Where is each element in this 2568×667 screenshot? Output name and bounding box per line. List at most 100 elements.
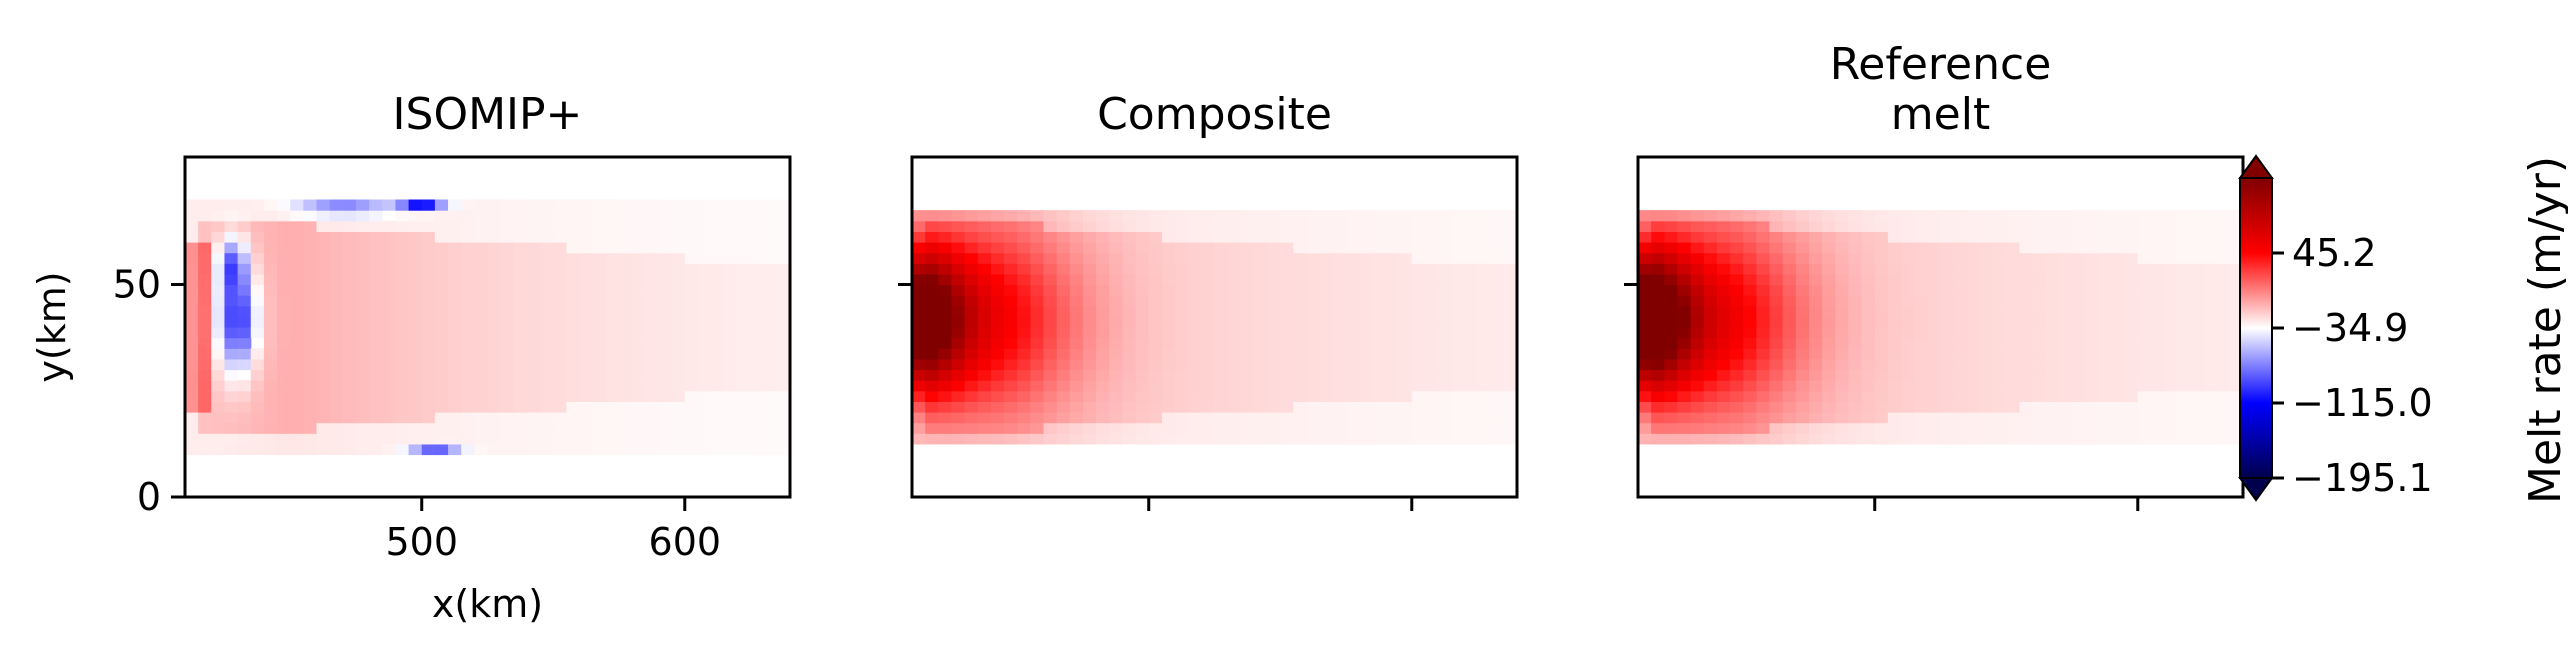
- heatmap-cell: [2072, 380, 2086, 392]
- heatmap-cell: [2124, 305, 2139, 317]
- heatmap-cell: [1835, 273, 1850, 286]
- heatmap-cell: [461, 369, 475, 381]
- heatmap-cell: [211, 210, 226, 222]
- heatmap-cell: [1927, 327, 1942, 339]
- heatmap-cell: [2229, 305, 2244, 317]
- heatmap-cell: [2045, 337, 2060, 349]
- heatmap-cell: [1280, 348, 1295, 360]
- heatmap-cell: [2216, 358, 2231, 371]
- heatmap-cell: [776, 252, 791, 264]
- heatmap-cell: [1782, 337, 1797, 349]
- heatmap-cell: [1253, 284, 1268, 296]
- heatmap-cell: [395, 401, 410, 413]
- heatmap-cell: [1835, 252, 1850, 264]
- heatmap-cell: [2216, 263, 2231, 275]
- heatmap-cell: [1306, 263, 1321, 275]
- heatmap-cell: [2150, 337, 2165, 349]
- heatmap-cell: [1122, 422, 1137, 434]
- heatmap-cell: [224, 210, 239, 222]
- heatmap-cell: [329, 401, 344, 413]
- heatmap-cell: [198, 380, 212, 392]
- heatmap-cell: [671, 284, 686, 296]
- heatmap-cell: [1253, 422, 1268, 434]
- heatmap-cell: [185, 433, 199, 445]
- heatmap-cell: [1464, 284, 1479, 296]
- heatmap-cell: [1319, 263, 1334, 275]
- heatmap-cell: [1148, 401, 1163, 413]
- heatmap-cell: [303, 422, 318, 434]
- heatmap-cell: [776, 316, 791, 328]
- heatmap-cell: [1030, 380, 1045, 392]
- heatmap-cell: [750, 337, 765, 349]
- heatmap-cell: [1346, 231, 1360, 243]
- heatmap-cell: [540, 199, 554, 211]
- heatmap-cell: [2019, 242, 2034, 254]
- heatmap-cell: [912, 422, 926, 434]
- heatmap-cell: [579, 305, 594, 317]
- heatmap-cell: [1424, 348, 1439, 360]
- heatmap-cell: [2124, 369, 2139, 381]
- heatmap-cell: [461, 273, 475, 286]
- heatmap-cell: [1004, 305, 1018, 317]
- heatmap-cell: [2124, 327, 2139, 339]
- heatmap-cell: [1914, 252, 1928, 264]
- heatmap-cell: [500, 263, 515, 275]
- heatmap-cell: [1743, 348, 1757, 360]
- heatmap-cell: [737, 252, 752, 264]
- heatmap-cell: [553, 443, 568, 456]
- heatmap-cell: [645, 412, 660, 424]
- heatmap-cell: [2098, 316, 2113, 328]
- heatmap-cell: [421, 358, 436, 371]
- heatmap-cell: [474, 443, 489, 456]
- heatmap-cell: [737, 443, 752, 456]
- heatmap-cell: [1769, 337, 1784, 349]
- heatmap-cell: [474, 284, 489, 296]
- heatmap-cell: [2216, 273, 2231, 286]
- heatmap-cell: [1280, 210, 1295, 222]
- heatmap-cell: [500, 358, 515, 371]
- heatmap-cell: [1214, 273, 1229, 286]
- heatmap-cell: [2137, 422, 2152, 434]
- heatmap-cell: [1240, 316, 1255, 328]
- heatmap-cell: [977, 412, 992, 424]
- heatmap-cell: [1240, 369, 1255, 381]
- heatmap-cell: [1927, 295, 1942, 307]
- heatmap-cell: [1743, 220, 1757, 232]
- heatmap-cell: [1372, 369, 1387, 381]
- heatmap-cell: [290, 348, 304, 360]
- heatmap-cell: [1795, 433, 1810, 445]
- heatmap-cell: [2045, 305, 2060, 317]
- heatmap-cell: [763, 401, 778, 413]
- heatmap-cell: [671, 220, 686, 232]
- heatmap-cell: [1743, 242, 1757, 254]
- heatmap-cell: [1030, 252, 1045, 264]
- heatmap-cell: [1030, 295, 1045, 307]
- heatmap-cell: [526, 316, 541, 328]
- heatmap-cell: [316, 199, 331, 211]
- heatmap-cell: [487, 252, 502, 264]
- heatmap-cell: [198, 358, 212, 371]
- heatmap-cell: [395, 422, 410, 434]
- heatmap-cell: [1201, 305, 1216, 317]
- heatmap-cell: [1651, 273, 1665, 286]
- heatmap-cell: [1135, 273, 1150, 286]
- heatmap-cell: [1861, 273, 1876, 286]
- heatmap-cell: [2085, 316, 2099, 328]
- heatmap-cell: [1677, 252, 1692, 264]
- heatmap-cell: [1280, 316, 1295, 328]
- heatmap-cell: [540, 327, 554, 339]
- heatmap-cell: [1030, 242, 1045, 254]
- heatmap-cell: [1240, 401, 1255, 413]
- heatmap-cell: [2098, 369, 2113, 381]
- heatmap-cell: [605, 369, 620, 381]
- heatmap-cell: [1188, 305, 1202, 317]
- heatmap-cell: [2058, 284, 2073, 296]
- heatmap-cell: [1043, 263, 1058, 275]
- heatmap-cell: [487, 443, 502, 456]
- heatmap-cell: [671, 231, 686, 243]
- heatmap-cell: [763, 199, 778, 211]
- heatmap-cell: [369, 358, 383, 371]
- heatmap-cell: [1664, 401, 1679, 413]
- heatmap-cell: [290, 305, 304, 317]
- heatmap-cell: [1743, 380, 1757, 392]
